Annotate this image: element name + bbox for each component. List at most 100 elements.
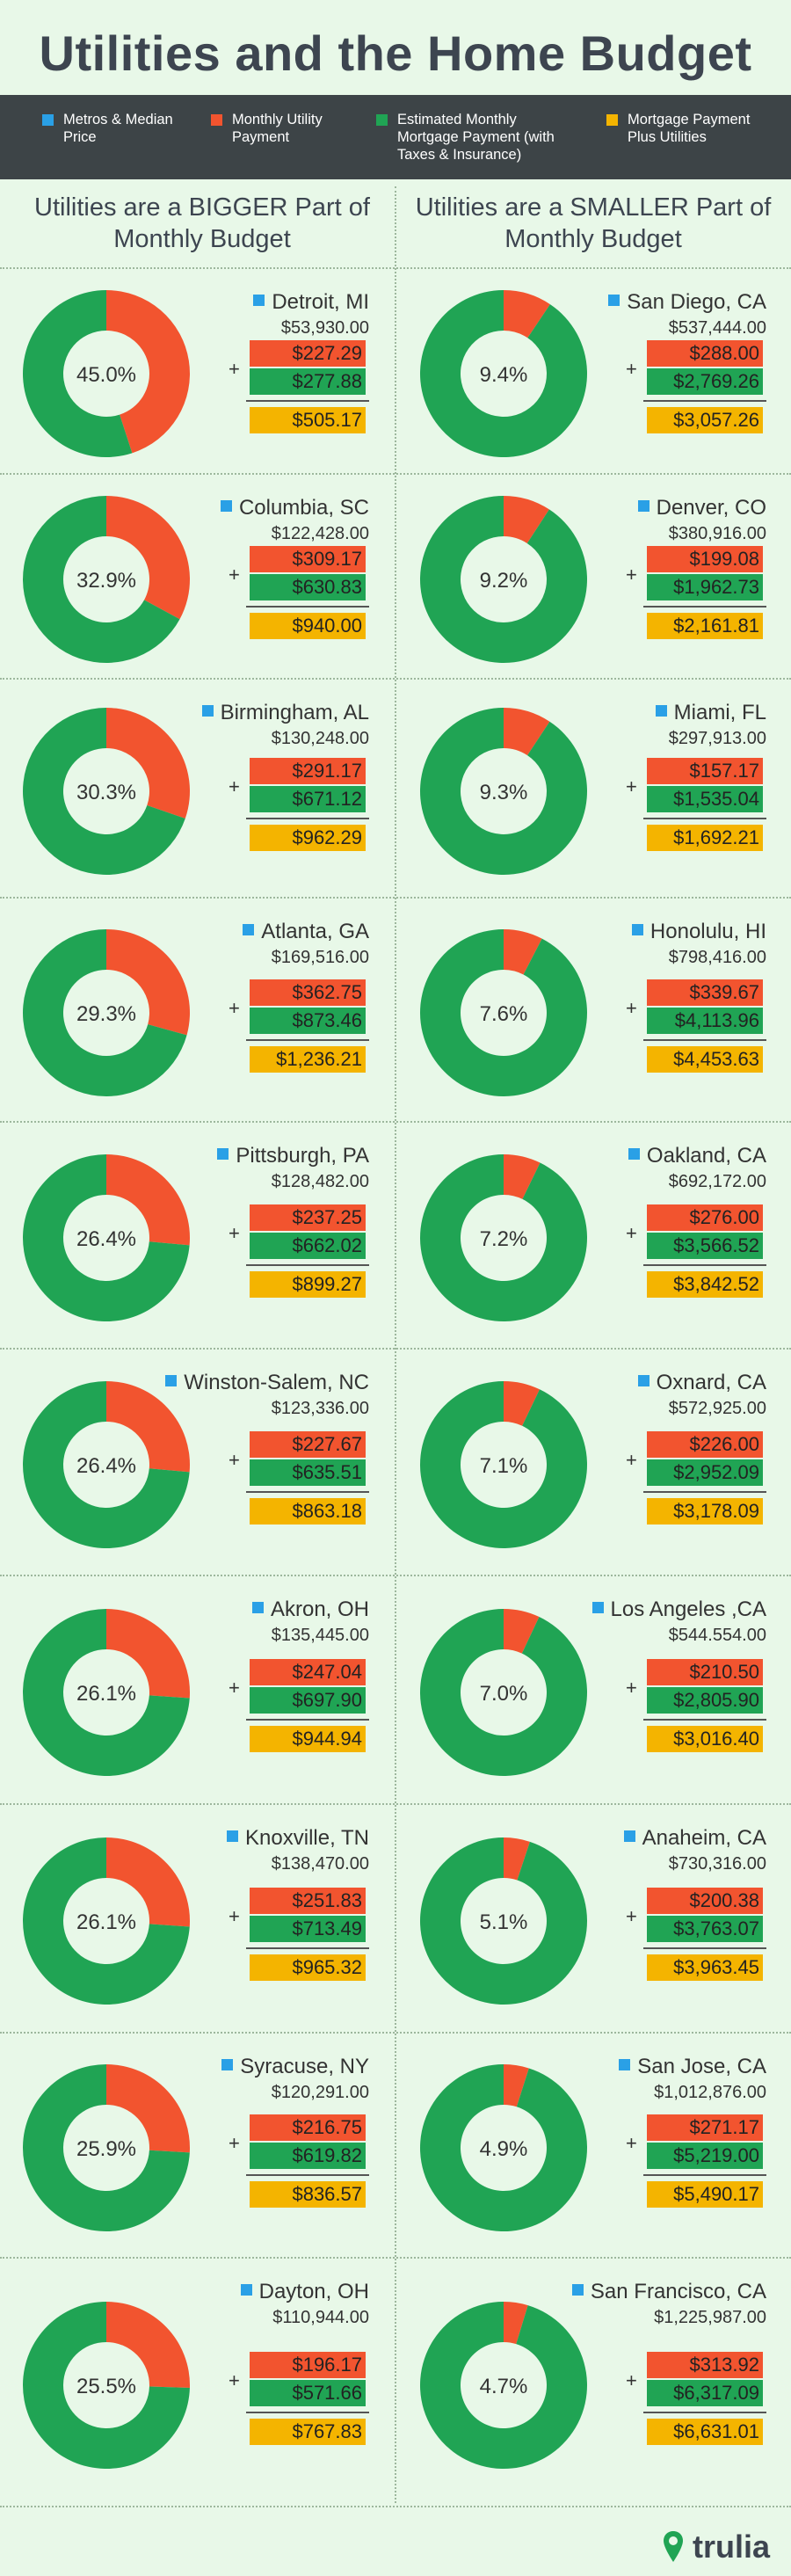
donut-slice-utility xyxy=(106,496,191,620)
donut-percent-label: 4.9% xyxy=(480,2137,528,2161)
metro-label: Knoxville, TN xyxy=(227,1826,369,1851)
row-divider xyxy=(0,1575,791,1576)
metro-name: Detroit, MI xyxy=(272,290,369,314)
metro-card-syracuse-ny: 25.9% Syracuse, NY $120,291.00 + $216.75 $619… xyxy=(0,2032,387,2257)
donut-chart: 30.3% xyxy=(23,708,190,875)
metro-name: Knoxville, TN xyxy=(245,1826,369,1850)
mortgage-payment: $3,763.07 xyxy=(647,1916,763,1942)
metro-card-honolulu-hi: 7.6% Honolulu, HI $798,416.00 + $339.67 $4,11… xyxy=(397,897,784,1121)
metro-card-birmingham-al: 30.3% Birmingham, AL $130,248.00 + $291.17 $6… xyxy=(0,678,387,897)
sum-line xyxy=(643,818,766,819)
metro-square-icon xyxy=(619,2059,631,2070)
donut-chart: 29.3% xyxy=(23,929,191,1096)
row-divider xyxy=(0,267,791,269)
sum-line xyxy=(246,1039,369,1041)
metro-square-icon xyxy=(608,295,620,306)
median-price: $572,925.00 xyxy=(668,1399,766,1418)
plus-sign: + xyxy=(626,1677,637,1699)
median-price: $380,916.00 xyxy=(668,524,766,543)
plus-sign: + xyxy=(229,1222,240,1244)
donut-chart: 7.6% xyxy=(420,929,587,1096)
donut-slice-mortgage xyxy=(23,1837,190,2005)
metro-square-icon xyxy=(217,1148,229,1160)
total-payment: $3,016.40 xyxy=(647,1726,763,1752)
total-payment: $2,161.81 xyxy=(647,613,763,639)
metro-name: San Jose, CA xyxy=(637,2055,766,2078)
donut-slice-mortgage xyxy=(420,1154,587,1321)
metro-card-columbia-sc: 32.9% Columbia, SC $122,428.00 + $309.17 $630… xyxy=(0,473,387,678)
median-price: $1,225,987.00 xyxy=(654,2308,766,2327)
legend-swatch-metro xyxy=(42,114,54,126)
sum-line xyxy=(643,1039,766,1041)
metro-name: San Diego, CA xyxy=(627,290,766,314)
metro-square-icon xyxy=(655,705,667,717)
total-payment: $1,692.21 xyxy=(647,825,763,851)
median-price: $53,930.00 xyxy=(280,318,369,338)
utility-payment: $339.67 xyxy=(647,979,763,1006)
sum-line xyxy=(643,400,766,402)
column-header-smaller: Utilities are a SMALLER Part of Monthly … xyxy=(415,193,772,253)
metro-label: Anaheim, CA xyxy=(623,1826,766,1851)
median-price: $730,316.00 xyxy=(668,1854,766,1874)
metro-label: San Diego, CA xyxy=(608,290,766,315)
page-title: Utilities and the Home Budget xyxy=(39,25,752,81)
donut-chart: 45.0% xyxy=(22,290,190,457)
donut-slice-utility xyxy=(106,290,190,454)
legend-swatch-total xyxy=(606,114,618,126)
utility-payment: $227.67 xyxy=(250,1431,366,1458)
metro-label: Detroit, MI xyxy=(253,290,369,315)
median-price: $120,291.00 xyxy=(271,2083,369,2102)
donut-percent-label: 9.2% xyxy=(480,569,528,593)
metro-name: Honolulu, HI xyxy=(649,920,766,943)
donut-percent-label: 26.1% xyxy=(76,1910,136,1934)
metro-label: Syracuse, NY xyxy=(221,2055,369,2079)
metro-label: Columbia, SC xyxy=(220,496,369,520)
utility-payment: $237.25 xyxy=(250,1204,366,1231)
donut-chart: 9.2% xyxy=(420,496,587,663)
total-payment: $962.29 xyxy=(250,825,366,851)
donut-slice-utility xyxy=(504,1609,540,1654)
mortgage-payment: $671.12 xyxy=(250,786,366,812)
donut-slice-utility xyxy=(106,1609,190,1699)
plus-sign: + xyxy=(229,1905,240,1927)
trulia-pin-icon xyxy=(664,2531,683,2562)
metro-name: Oxnard, CA xyxy=(656,1371,766,1394)
donut-chart: 25.9% xyxy=(23,2064,190,2231)
row-divider xyxy=(0,2257,791,2259)
mortgage-payment: $6,317.09 xyxy=(647,2380,763,2406)
mortgage-payment: $662.02 xyxy=(250,1233,366,1259)
utility-payment: $309.17 xyxy=(250,546,366,572)
mortgage-payment: $571.66 xyxy=(250,2380,366,2406)
metro-card-oakland-ca: 7.2% Oakland, CA $692,172.00 + $276.00 $3,566… xyxy=(397,1121,784,1348)
donut-chart: 4.9% xyxy=(420,2064,587,2231)
row-divider xyxy=(0,897,791,899)
donut-percent-label: 7.1% xyxy=(480,1454,528,1478)
mortgage-payment: $3,566.52 xyxy=(647,1233,763,1259)
donut-chart: 9.3% xyxy=(420,708,587,875)
utility-payment: $291.17 xyxy=(250,758,366,784)
metro-square-icon xyxy=(251,1602,264,1613)
mortgage-payment: $697.90 xyxy=(250,1687,366,1714)
metro-square-icon xyxy=(165,1375,178,1386)
metro-label: Miami, FL xyxy=(655,701,766,725)
metro-name: Miami, FL xyxy=(673,701,766,724)
sum-line xyxy=(246,1264,369,1266)
title-bar: Utilities and the Home Budget xyxy=(0,0,791,95)
metro-name: Akron, OH xyxy=(270,1597,369,1621)
plus-sign: + xyxy=(229,2369,240,2391)
total-payment: $944.94 xyxy=(250,1726,366,1752)
sum-line xyxy=(246,1719,369,1721)
metro-name: Pittsburgh, PA xyxy=(236,1144,369,1168)
metro-label: Dayton, OH xyxy=(240,2280,369,2304)
metro-name: Syracuse, NY xyxy=(240,2055,369,2078)
legend-label-total: Mortgage Payment Plus Utilities xyxy=(628,112,751,145)
donut-slice-mortgage xyxy=(22,1381,190,1548)
donut-slice-utility xyxy=(504,1154,541,1199)
donut-slice-utility xyxy=(106,2302,190,2388)
metro-label: Oakland, CA xyxy=(628,1144,766,1168)
donut-slice-utility xyxy=(106,708,190,819)
median-price: $128,482.00 xyxy=(271,1172,369,1191)
utility-payment: $196.17 xyxy=(250,2352,366,2378)
metro-card-dayton-oh: 25.5% Dayton, OH $110,944.00 + $196.17 $571.6… xyxy=(0,2257,387,2506)
metro-card-winston-salem-nc: 26.4% Winston-Salem, NC $123,336.00 + $227.6… xyxy=(0,1348,387,1575)
